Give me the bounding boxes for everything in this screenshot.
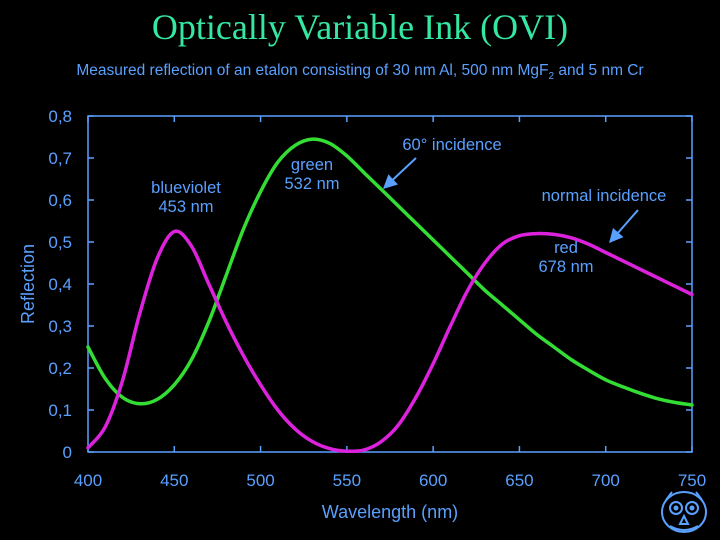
plot-frame xyxy=(87,115,693,453)
annotation-60-incidence: 60° incidence xyxy=(402,136,501,154)
annotation-60-incidence-line: 60° incidence xyxy=(402,136,501,154)
annotation-red-line: 678 nm xyxy=(538,258,593,276)
seal-pupil-right xyxy=(689,505,695,511)
annotation-red-line: red xyxy=(554,239,578,257)
y-tick-label: 0 xyxy=(63,443,72,462)
page-title: Optically Variable Ink (OVI) xyxy=(151,7,569,47)
x-tick-label: 750 xyxy=(678,471,706,490)
x-tick-label: 700 xyxy=(592,471,620,490)
seal-details xyxy=(665,491,703,531)
annotation-blueviolet-line: 453 nm xyxy=(158,198,213,216)
arrow-normal-incidence xyxy=(609,209,639,244)
seal-ring xyxy=(661,491,707,533)
annotation-blueviolet-line: blueviolet xyxy=(151,179,221,197)
x-tick-label: 600 xyxy=(419,471,447,490)
subtitle-main: Measured reflection of an etalon consist… xyxy=(76,62,549,79)
y-tick-label: 0,8 xyxy=(48,107,72,126)
annotation-blueviolet: blueviolet 453 nm xyxy=(151,179,221,216)
y-tick-label: 0,5 xyxy=(48,233,72,252)
series-line-normal xyxy=(86,229,694,454)
x-tick-label: 550 xyxy=(333,471,361,490)
y-tick-label: 0,4 xyxy=(48,275,72,294)
annotation-red: red 678 nm xyxy=(538,239,593,276)
subtitle-end: and 5 nm Cr xyxy=(554,62,644,79)
x-tick-label: 400 xyxy=(74,471,102,490)
annotation-green: green 532 nm xyxy=(284,156,339,193)
annotation-green-line: green xyxy=(291,156,333,174)
university-seal-icon xyxy=(661,491,707,533)
y-tick-label: 0,3 xyxy=(48,317,72,336)
annotation-normal-incidence-line: normal incidence xyxy=(542,187,667,205)
series-line-60deg xyxy=(86,137,694,407)
arrow-60-incidence xyxy=(382,157,417,189)
x-tick-label: 500 xyxy=(246,471,274,490)
x-axis-label: Wavelength (nm) xyxy=(322,502,458,522)
y-tick-label: 0,2 xyxy=(48,359,72,378)
seal-pupil-left xyxy=(673,505,679,511)
page-subtitle: Measured reflection of an etalon consist… xyxy=(0,62,720,82)
annotation-normal-incidence: normal incidence xyxy=(542,187,667,205)
y-tick-label: 0,6 xyxy=(48,191,72,210)
seal-eye-right xyxy=(685,501,699,515)
annotation-green-line: 532 nm xyxy=(284,175,339,193)
x-tick-label: 650 xyxy=(505,471,533,490)
y-tick-label: 0,7 xyxy=(48,149,72,168)
subtitle-subscript: 2 xyxy=(548,71,555,83)
seal-eye-left xyxy=(669,501,683,515)
y-tick-label: 0,1 xyxy=(48,401,72,420)
x-tick-label: 450 xyxy=(160,471,188,490)
y-axis-label: Reflection xyxy=(18,244,38,324)
